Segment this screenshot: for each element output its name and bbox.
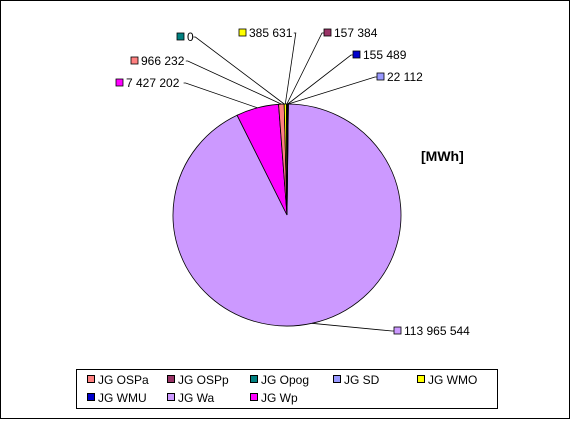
legend-label-jg-opog: JG Opog: [261, 373, 310, 387]
data-label-swatch-jg-wa: [393, 326, 402, 335]
legend-label-jg-wa: JG Wa: [178, 391, 215, 405]
legend: JG OSPa JG OSPp JG Opog JG SD JG WMO JG WMU JG…: [76, 369, 498, 409]
legend-item-jg-wa: JG Wa: [167, 391, 214, 405]
leader-line-jg-ospp: [286, 32, 324, 105]
data-label-swatch-jg-wmu: [352, 50, 361, 59]
legend-item-jg-opog: JG Opog: [250, 373, 309, 387]
leader-line-jg-opog: [193, 36, 285, 105]
leader-line-jg-sd: [288, 76, 377, 105]
legend-swatch-jg-wmu: [87, 393, 95, 401]
data-label-jg-opog: 0: [187, 30, 194, 44]
data-label-jg-wa: 113 965 544: [404, 324, 470, 338]
unit-label: [MWh]: [421, 148, 464, 164]
data-label-swatch-jg-sd: [376, 72, 385, 81]
leader-line-jg-wa: [311, 322, 394, 332]
legend-item-jg-sd: JG SD: [333, 373, 379, 387]
legend-label-jg-wmu: JG WMU: [98, 391, 147, 405]
legend-swatch-jg-ospp: [167, 375, 175, 383]
legend-label-jg-ospa: JG OSPa: [98, 373, 149, 387]
legend-swatch-jg-wmo: [417, 375, 425, 383]
data-label-jg-wmu: 155 489: [363, 48, 407, 62]
legend-label-jg-wmo: JG WMO: [428, 373, 478, 387]
data-label-jg-sd: 22 112: [387, 70, 423, 84]
leader-line-jg-ospa: [185, 60, 282, 105]
legend-label-jg-ospp: JG OSPp: [178, 373, 229, 387]
legend-item-jg-wp: JG Wp: [250, 391, 298, 405]
leader-line-jg-wmu: [287, 54, 353, 105]
legend-item-jg-wmu: JG WMU: [87, 391, 147, 405]
legend-item-jg-wmo: JG WMO: [417, 373, 477, 387]
leader-line-jg-wmo: [284, 32, 297, 105]
data-label-swatch-jg-ospa: [130, 56, 139, 65]
data-label-swatch-jg-wp: [115, 78, 124, 87]
leader-line-jg-wp: [183, 82, 258, 109]
data-label-jg-wmo: 385 631: [249, 26, 293, 40]
data-label-jg-ospp: 157 384: [334, 26, 378, 40]
legend-swatch-jg-ospa: [87, 375, 95, 383]
legend-item-jg-ospp: JG OSPp: [167, 373, 229, 387]
data-label-swatch-jg-opog: [176, 32, 185, 41]
legend-swatch-jg-wp: [250, 393, 258, 401]
legend-item-jg-ospa: JG OSPa: [87, 373, 149, 387]
legend-swatch-jg-wa: [167, 393, 175, 401]
data-label-swatch-jg-wmo: [238, 28, 247, 37]
legend-label-jg-sd: JG SD: [344, 373, 380, 387]
data-label-jg-ospa: 966 232: [141, 54, 185, 68]
legend-label-jg-wp: JG Wp: [261, 391, 298, 405]
data-label-swatch-jg-ospp: [323, 28, 332, 37]
legend-swatch-jg-opog: [250, 375, 258, 383]
data-label-jg-wp: 7 427 202: [126, 76, 180, 90]
legend-swatch-jg-sd: [333, 375, 341, 383]
